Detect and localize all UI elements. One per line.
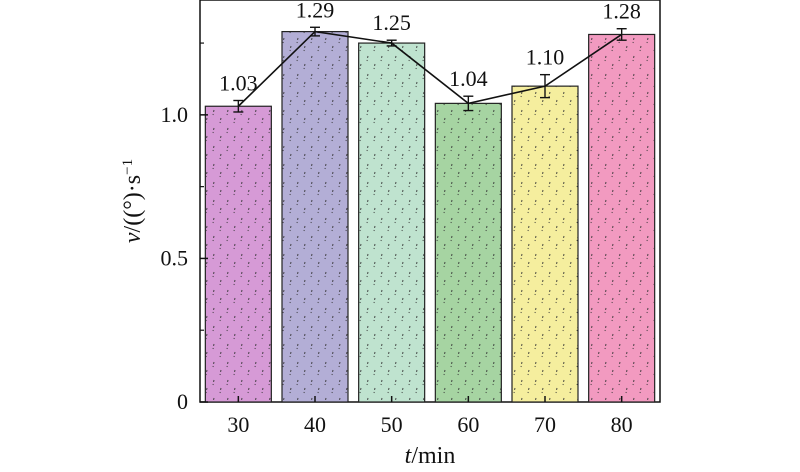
x-tick-label-80: 80 bbox=[611, 412, 633, 437]
bar-hatch-80 bbox=[588, 34, 655, 402]
bar-hatch-70 bbox=[512, 86, 578, 403]
x-tick-label-70: 70 bbox=[534, 412, 556, 437]
error-bar-70 bbox=[540, 73, 550, 99]
error-bar-30 bbox=[233, 99, 244, 113]
error-bar-40 bbox=[310, 26, 320, 37]
y-tick-label: 0 bbox=[177, 389, 188, 414]
trend-line-group: 1.03 1.29 1.25 1.04 1.10 1.28 bbox=[219, 0, 641, 113]
plot-frame bbox=[199, 0, 661, 403]
x-tick-label-30: 30 bbox=[227, 412, 249, 437]
x-tick-label-60: 60 bbox=[457, 412, 479, 437]
y-axis-unit-exponent: −1 bbox=[120, 159, 136, 175]
bar-hatch-30 bbox=[205, 106, 272, 402]
y-tick-label: 0.5 bbox=[161, 245, 189, 270]
bars-group bbox=[204, 30, 656, 403]
x-tick-label-50: 50 bbox=[381, 412, 403, 437]
data-label-80: 1.28 bbox=[602, 0, 641, 24]
error-bar-80 bbox=[616, 28, 627, 41]
y-axis-title: v/((°)·s−1 bbox=[120, 159, 146, 243]
trend-line bbox=[237, 30, 623, 107]
data-label-50: 1.25 bbox=[372, 10, 411, 35]
bar-hatch-60 bbox=[435, 103, 502, 402]
x-axis-variable: t bbox=[405, 443, 413, 469]
x-axis: 30 40 50 60 70 80 bbox=[227, 396, 633, 437]
y-tick-label: 1.0 bbox=[161, 102, 189, 127]
x-tick-label-40: 40 bbox=[304, 412, 326, 437]
data-label-70: 1.10 bbox=[526, 45, 565, 70]
error-bar-50 bbox=[386, 39, 397, 47]
y-axis: 0 0.5 1.0 bbox=[161, 42, 208, 414]
bar-hatch-40 bbox=[282, 31, 348, 402]
x-axis-title: t/min bbox=[405, 443, 456, 469]
data-label-60: 1.04 bbox=[449, 66, 488, 91]
y-axis-unit: /((°)·s bbox=[120, 175, 146, 233]
bar-hatch-50 bbox=[358, 43, 425, 402]
x-axis-unit: /min bbox=[411, 443, 455, 469]
y-axis-variable: v bbox=[120, 232, 146, 243]
error-bar-60 bbox=[463, 95, 474, 112]
data-label-40: 1.29 bbox=[296, 0, 335, 22]
data-label-30: 1.03 bbox=[219, 71, 258, 96]
